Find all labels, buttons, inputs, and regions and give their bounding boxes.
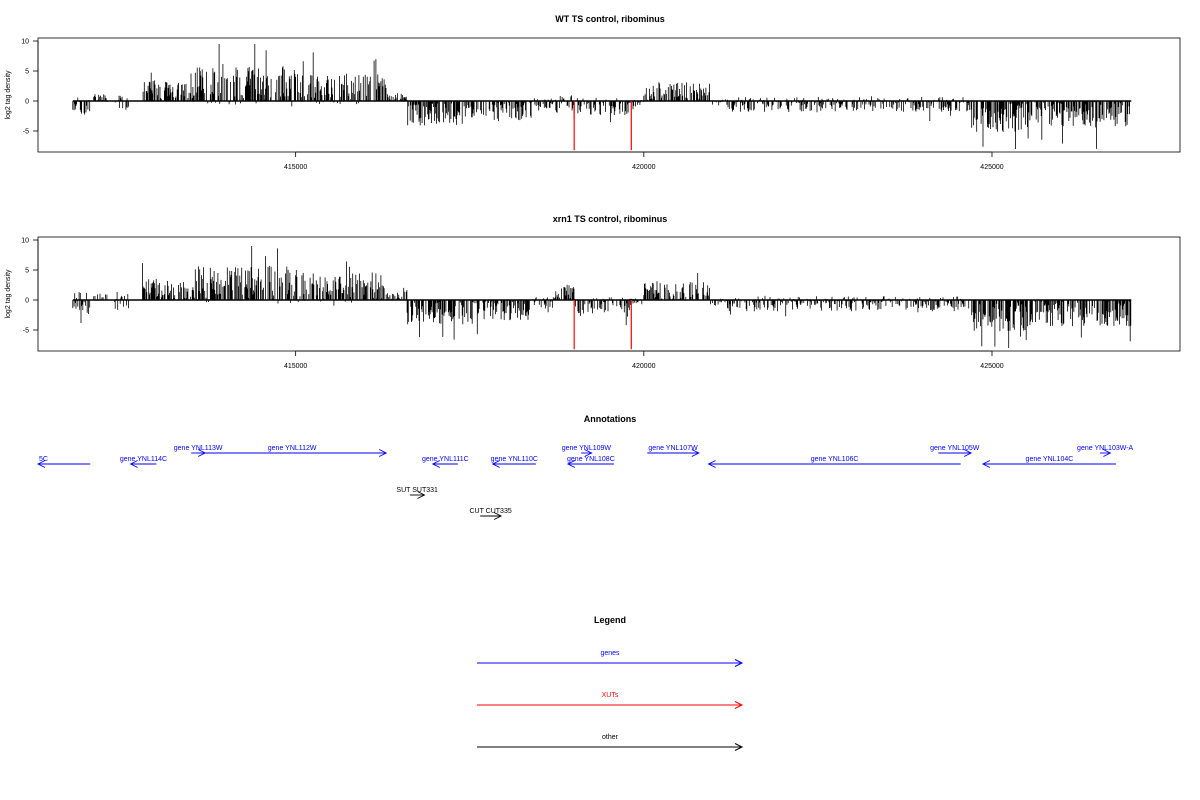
legend-items: genes XUTs other [477,650,744,751]
x-tick-label: 420000 [632,164,655,171]
panel-wt-axes: -5 0 5 10 415000 420000 425000 [21,39,1004,172]
annotations-panel: Annotations 5C gene YNL113W gene YNL114C ge… [36,414,1134,520]
annotation-arrow-head [493,512,503,520]
annotation-arrow-head [491,460,500,468]
legend-arrow-head [734,743,744,751]
signal-track [72,246,1132,348]
y-tick-label: 10 [21,238,29,245]
annotation-arrow-head [963,449,973,457]
annotation-label: CUT CUT335 [469,508,511,515]
annotation-gene-ynl104c: gene YNL104C [981,456,1116,468]
annotation-gene-ynl114c: gene YNL114C [120,456,167,468]
annotation-label: gene YNL111C [422,456,469,463]
panel-wt: WT TS control, ribominus log2 tag densit… [5,14,1181,172]
annotation-label: gene YNL106C [811,456,859,463]
legend-label: XUTs [602,692,619,699]
x-tick-label: 415000 [284,164,307,171]
annotation-arrow-head [417,491,426,499]
annotation-arrow-head [981,460,991,468]
annotation-gene-ynl105w: gene YNL105W [930,445,980,457]
annotation-label: 5C [39,456,48,463]
annotation-sut-sut331: SUT SUT331 [396,487,438,499]
legend-item-xuts: XUTs [477,692,744,709]
legend-item-other: other [477,734,744,751]
panel-xrn1: xrn1 TS control, ribominus log2 tag dens… [5,214,1181,371]
legend-label: other [602,734,619,741]
y-tick-label: -5 [23,328,29,335]
annotation-arrow-head [431,460,441,468]
panel-wt-title: WT TS control, ribominus [555,14,665,24]
annotation-arrow-head [1103,449,1112,457]
x-tick-label: 425000 [980,164,1003,171]
panel-xrn1-ylabel: log2 tag density [5,269,12,319]
y-tick-label: 5 [25,69,29,76]
signal-track [72,44,1130,149]
legend-arrow-head [734,659,744,667]
annotation-gene-ynl108c: gene YNL108C [566,456,615,468]
annotation-arrow-head [691,449,700,457]
panel-wt-plot [72,44,1132,151]
legend-label: genes [600,650,620,657]
annotation-arrow-head [36,460,46,468]
x-tick-label: 425000 [980,363,1003,370]
x-tick-label: 415000 [284,363,307,370]
annotation-label: gene YNL104C [1026,456,1074,463]
panel-wt-ylabel: log2 tag density [5,70,12,120]
y-tick-label: -5 [23,129,29,136]
annotation-label: gene YNL113W [174,445,223,452]
annotation-gene-ynl107w: gene YNL107W [647,445,700,457]
annotation-label: gene YNL109W [562,445,612,452]
annotation-label: gene YNL108C [567,456,615,463]
annotation-arrow-head [566,460,576,468]
annotation-gene-ynl109w: gene YNL109W [562,445,612,457]
y-tick-label: 5 [25,268,29,275]
annotation-arrow-head [707,460,716,468]
annotation-label: gene YNL110C [491,456,538,463]
y-tick-label: 0 [25,99,29,106]
annotation-arrow-head [584,449,593,457]
legend-item-genes: genes [477,650,744,667]
annotation-label: gene YNL107W [648,445,698,452]
annotation-label: gene YNL112W [268,445,317,452]
annotation-cut-cut335: CUT CUT335 [469,508,512,520]
annotation-gene-ynl106c: gene YNL106C [707,456,961,468]
panel-xrn1-axes: -5 0 5 10 415000 420000 425000 [21,238,1004,371]
panel-wt-frame [37,37,1181,153]
legend-arrow-head [734,701,744,709]
y-tick-label: 10 [21,39,29,46]
annotation-label: gene YNL114C [120,456,167,463]
annotation-gene-ynl113w: gene YNL113W [174,445,223,457]
annotation-gene-ynl111c: gene YNL111C [422,456,469,468]
annotation-label: gene YNL105W [930,445,980,452]
annotation-arrow-head [129,460,138,468]
annotation-gene-ynl110c: gene YNL110C [491,456,538,468]
x-tick-label: 420000 [632,363,655,370]
y-tick-label: 0 [25,298,29,305]
annotation-gene-ynl103w-a: gene YNL103W-A [1077,445,1134,457]
panel-xrn1-title: xrn1 TS control, ribominus [553,214,668,224]
annotation-gene-ynl112w: gene YNL112W [198,445,388,457]
annotation-5c: 5C [36,456,91,468]
legend: Legend genes XUTs other [477,615,744,751]
annotations-title: Annotations [584,414,637,424]
annotation-arrow-head [378,449,388,457]
panel-xrn1-plot [72,246,1132,350]
legend-title: Legend [594,615,626,625]
annotation-features: 5C gene YNL113W gene YNL114C gene YNL112W ge… [36,445,1134,520]
annotation-label: SUT SUT331 [396,487,438,494]
annotation-label: gene YNL103W-A [1077,445,1133,452]
